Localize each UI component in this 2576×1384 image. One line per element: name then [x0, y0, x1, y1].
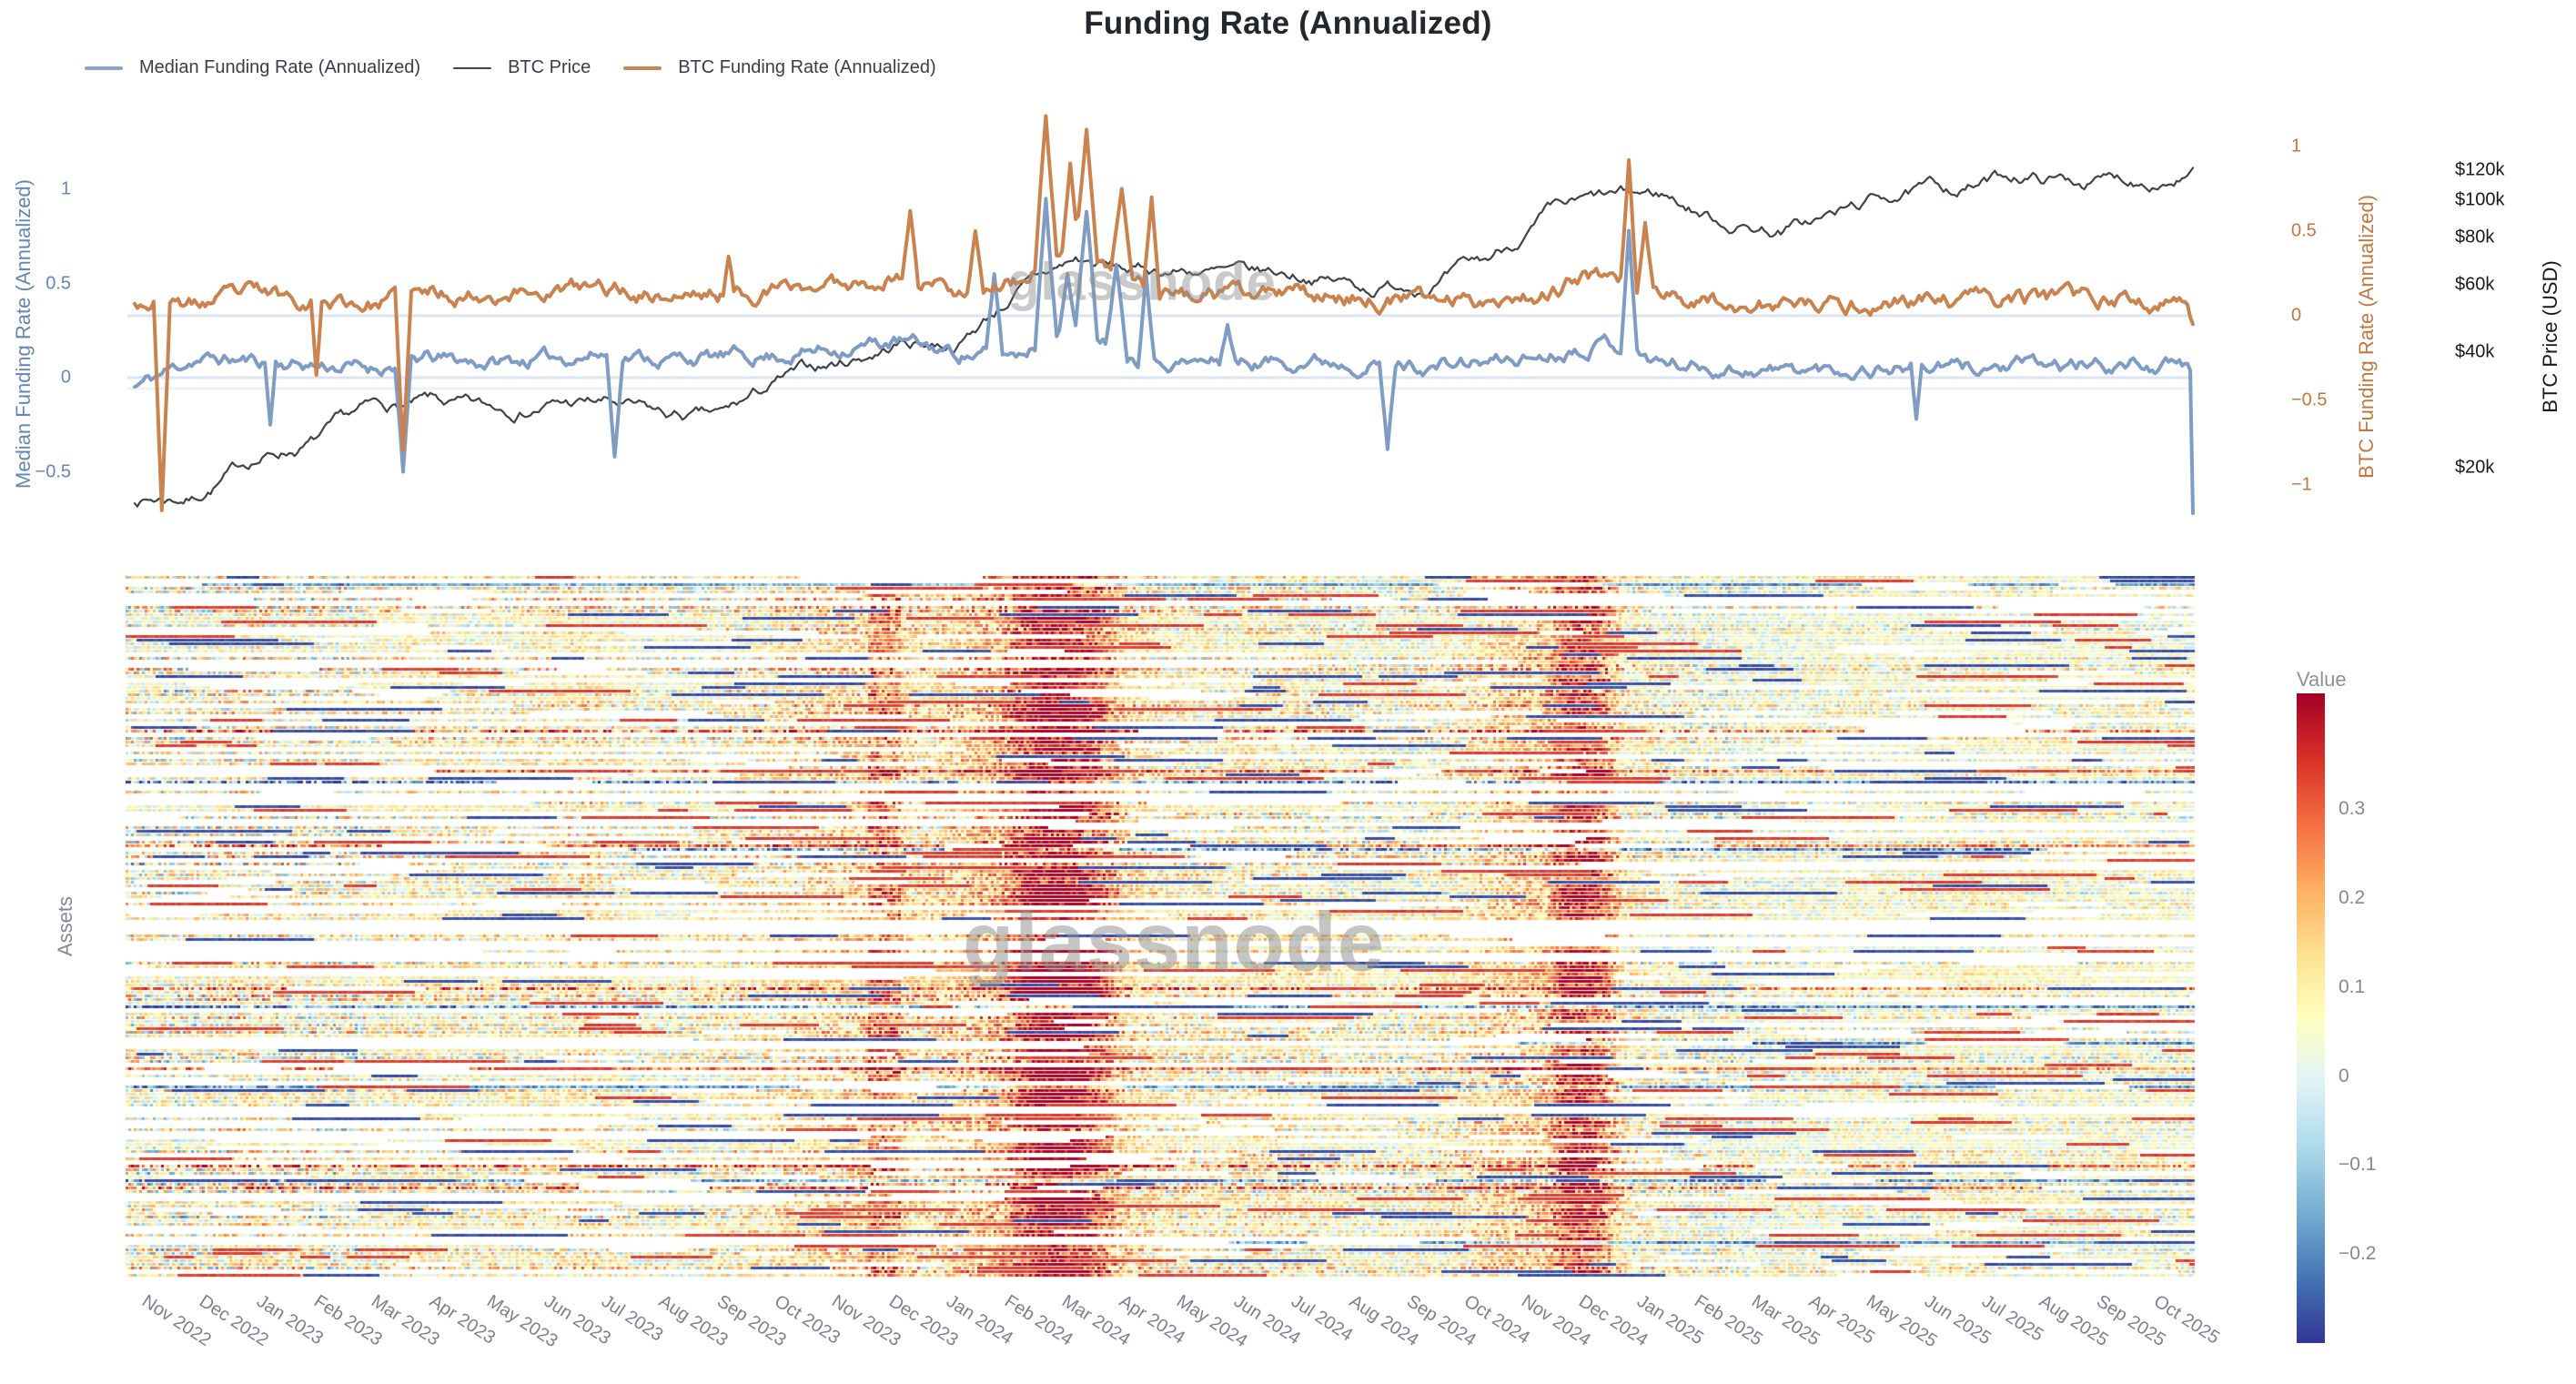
- right-funding-axis-tick: −0.5: [2291, 389, 2328, 410]
- btc-funding-line-swatch: [623, 66, 662, 70]
- assets-funding-heatmap[interactable]: [126, 576, 2196, 1278]
- btc-price-axis-tick: $80k: [2455, 227, 2495, 248]
- btc-price-axis-tick: $60k: [2455, 274, 2495, 295]
- btc-price-axis-title: BTC Price (USD): [2539, 260, 2561, 413]
- page-title: Funding Rate (Annualized): [1084, 5, 1492, 41]
- left-axis-tick: 0: [60, 367, 71, 388]
- left-axis-tick: 0.5: [45, 273, 71, 293]
- glassnode-watermark-heatmap: glassnode: [962, 895, 1386, 989]
- colorbar-tick: 0.2: [2339, 886, 2366, 908]
- chart-line[interactable]: [133, 167, 2195, 508]
- chart-line[interactable]: [133, 197, 2195, 515]
- right-funding-axis-tick: 1: [2291, 136, 2302, 157]
- btc-price-axis-tick: $40k: [2455, 341, 2495, 362]
- colorbar-title: Value: [2297, 668, 2347, 691]
- left-axis-title: Median Funding Rate (Annualized): [12, 179, 35, 489]
- btc-price-axis-tick: $20k: [2455, 457, 2495, 478]
- colorbar-tick: −0.2: [2339, 1243, 2377, 1265]
- colorbar-tick: 0: [2339, 1065, 2349, 1086]
- chart-line[interactable]: [133, 114, 2195, 512]
- btc-price-line-swatch: [453, 66, 492, 69]
- left-axis-tick: −0.5: [35, 461, 71, 481]
- colorbar-tick: 0.3: [2339, 798, 2366, 820]
- colorbar-gradient: [2297, 693, 2325, 1343]
- legend-label: Median Funding Rate (Annualized): [139, 57, 421, 77]
- legend-item-btc-funding-rate[interactable]: BTC Funding Rate (Annualized): [623, 57, 936, 78]
- heatmap-ylabel: Assets: [54, 895, 76, 957]
- legend-item-median-funding-rate[interactable]: Median Funding Rate (Annualized): [85, 57, 420, 78]
- left-axis-tick: 1: [60, 178, 71, 199]
- legend-item-btc-price[interactable]: BTC Price: [453, 57, 591, 78]
- right-funding-axis-tick: 0.5: [2291, 220, 2317, 241]
- legend-label: BTC Price: [508, 57, 591, 77]
- glassnode-watermark-top: glassnode: [1007, 252, 1277, 312]
- colorbar-tick: 0.1: [2339, 975, 2366, 997]
- colorbar-tick: −0.1: [2339, 1154, 2377, 1176]
- btc-price-axis-tick: $100k: [2455, 189, 2505, 210]
- median-funding-line-swatch: [85, 66, 123, 70]
- btc-price-axis-tick: $120k: [2455, 159, 2505, 180]
- legend-label: BTC Funding Rate (Annualized): [678, 57, 936, 77]
- chart-legend: Median Funding Rate (Annualized) BTC Pri…: [85, 57, 969, 78]
- right-funding-axis-tick: 0: [2291, 305, 2302, 326]
- funding-rate-line-chart[interactable]: [123, 82, 2197, 573]
- right-funding-axis-tick: −1: [2291, 474, 2312, 495]
- right-funding-axis-title: BTC Funding Rate (Annualized): [2355, 195, 2378, 479]
